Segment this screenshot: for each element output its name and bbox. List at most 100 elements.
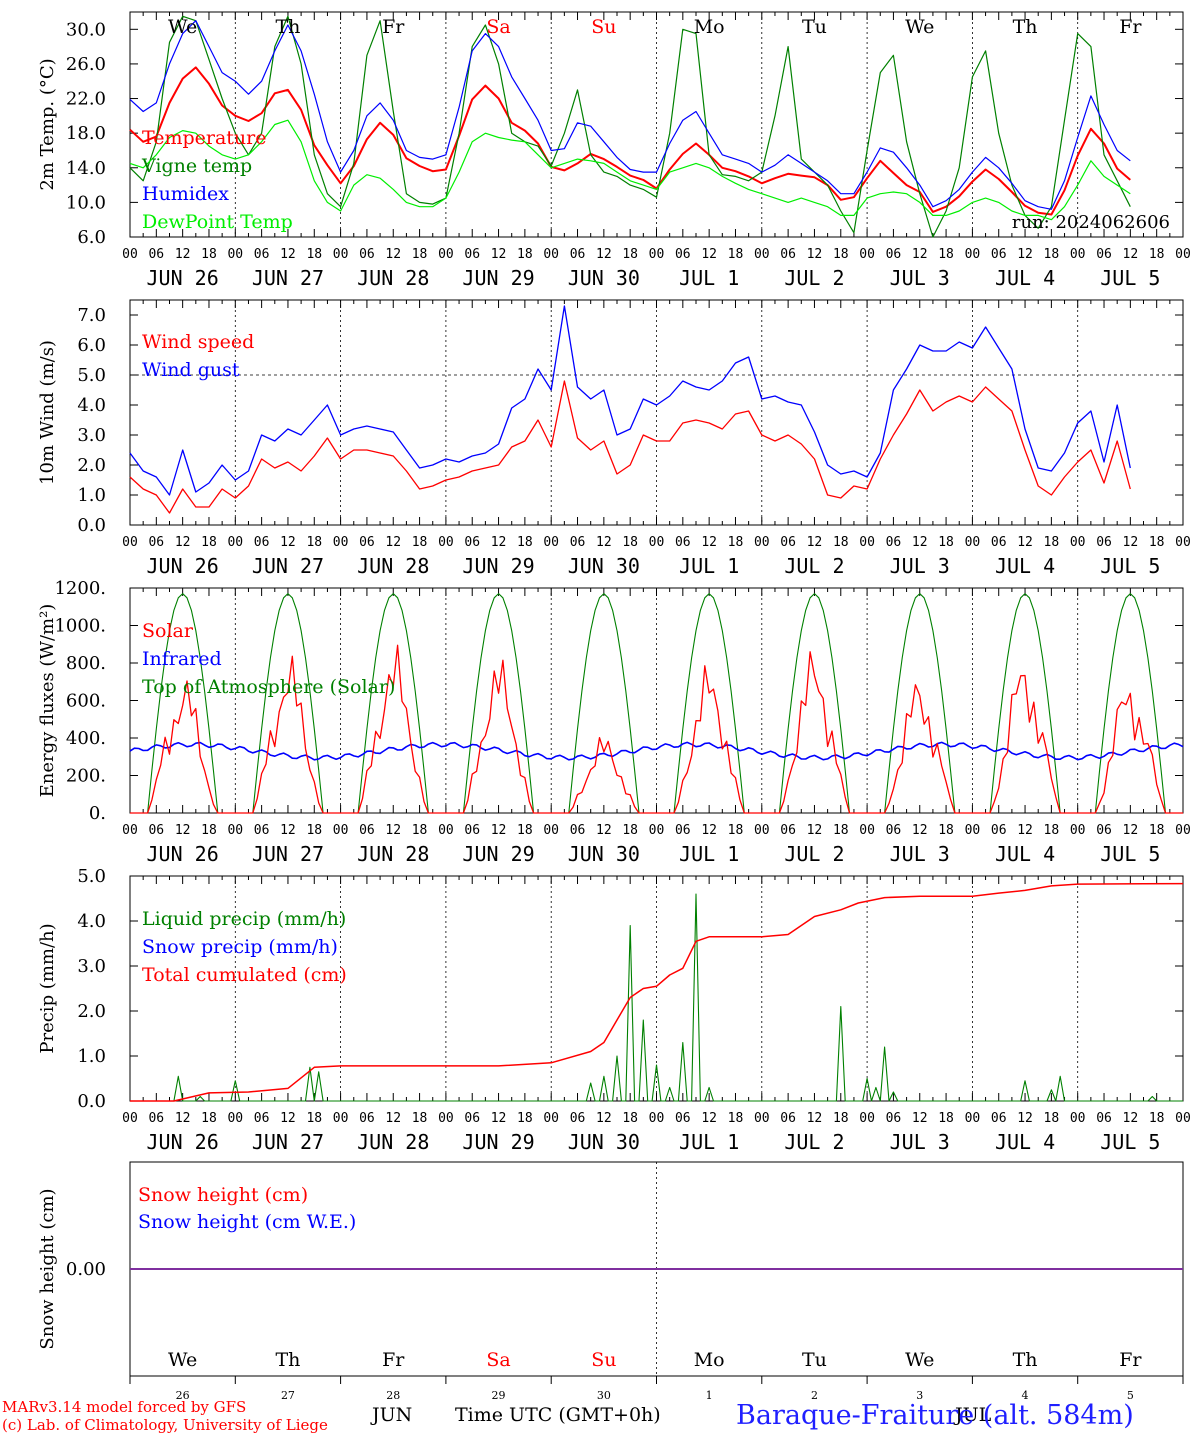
- y-tick-label: 800.: [66, 653, 106, 674]
- hour-tick-label: 18: [1149, 1111, 1165, 1126]
- date-label: JUL 2: [784, 554, 844, 578]
- y-tick-label: 22.0: [66, 89, 106, 110]
- y-axis-title: 10m Wind (m/s): [37, 340, 58, 485]
- y-tick-label: 0.0: [77, 1091, 106, 1112]
- hour-tick-label: 06: [570, 1111, 586, 1126]
- hour-tick-label: 12: [280, 823, 296, 838]
- hour-tick-label: 00: [122, 1111, 138, 1126]
- hour-tick-label: 12: [175, 247, 191, 262]
- date-label: JUL 4: [995, 266, 1055, 290]
- hour-tick-label: 06: [675, 535, 691, 550]
- weekday-label: We: [168, 16, 197, 38]
- hour-tick-label: 12: [280, 535, 296, 550]
- model-credit: MARv3.14 model forced by GFS (c) Lab. of…: [2, 1398, 328, 1434]
- hour-tick-label: 12: [701, 535, 717, 550]
- date-label: JUL 4: [995, 1130, 1055, 1154]
- hour-tick-label: 18: [1149, 823, 1165, 838]
- hour-tick-label: 06: [464, 823, 480, 838]
- date-label: JUL 1: [679, 842, 739, 866]
- hour-tick-label: 06: [254, 1111, 270, 1126]
- hour-tick-label: 12: [385, 823, 401, 838]
- hour-tick-label: 06: [780, 535, 796, 550]
- hour-tick-label: 18: [1044, 535, 1060, 550]
- hour-tick-label: 06: [1096, 535, 1112, 550]
- hour-tick-label: 00: [1070, 535, 1086, 550]
- weekday-label: Fr: [1119, 1349, 1142, 1371]
- hour-tick-label: 06: [886, 823, 902, 838]
- hour-tick-label: 00: [438, 823, 454, 838]
- weekday-label: Sa: [486, 1349, 510, 1371]
- hour-tick-label: 18: [833, 247, 849, 262]
- hour-tick-label: 00: [859, 247, 875, 262]
- date-label: JUL 2: [784, 1130, 844, 1154]
- y-tick-label: 4.0: [77, 911, 106, 932]
- weekday-label: We: [905, 1349, 934, 1371]
- y-tick-label: 0.: [89, 803, 106, 824]
- y-tick-label: 600.: [66, 691, 106, 712]
- hour-tick-label: 06: [148, 535, 164, 550]
- hour-tick-label: 18: [306, 1111, 322, 1126]
- hour-tick-label: 06: [1096, 247, 1112, 262]
- credit-line: (c) Lab. of Climatology, University of L…: [2, 1416, 328, 1434]
- hour-tick-label: 12: [807, 823, 823, 838]
- legend-entry: Wind gust: [142, 359, 240, 381]
- y-tick-label: 1.0: [77, 485, 106, 506]
- hour-tick-label: 18: [622, 535, 638, 550]
- hour-tick-label: 06: [780, 823, 796, 838]
- hour-tick-label: 00: [649, 535, 665, 550]
- y-axis-title: Precip (mm/h): [37, 923, 58, 1053]
- hour-tick-label: 06: [148, 823, 164, 838]
- hour-tick-label: 12: [385, 247, 401, 262]
- hour-tick-label: 12: [807, 247, 823, 262]
- day-number-label: 29: [492, 1389, 506, 1402]
- hour-tick-label: 00: [227, 1111, 243, 1126]
- hour-tick-label: 00: [859, 823, 875, 838]
- hour-tick-label: 00: [1070, 247, 1086, 262]
- month-label-jun: JUN: [372, 1404, 413, 1426]
- date-label: JUN 30: [568, 554, 640, 578]
- hour-tick-label: 18: [938, 1111, 954, 1126]
- y-tick-label: 26.0: [66, 54, 106, 75]
- date-label: JUL 2: [784, 842, 844, 866]
- y-tick-label: 5.0: [77, 365, 106, 386]
- hour-tick-label: 06: [780, 1111, 796, 1126]
- date-label: JUN 27: [252, 554, 324, 578]
- hour-tick-label: 12: [807, 535, 823, 550]
- hour-tick-label: 18: [517, 823, 533, 838]
- weekday-label: Th: [1013, 16, 1038, 38]
- date-label: JUN 30: [568, 1130, 640, 1154]
- hour-tick-label: 00: [1175, 1111, 1191, 1126]
- date-label: JUN 28: [357, 266, 429, 290]
- hour-tick-label: 06: [254, 247, 270, 262]
- hour-tick-label: 18: [728, 535, 744, 550]
- date-label: JUN 26: [147, 1130, 219, 1154]
- hour-tick-label: 00: [333, 247, 349, 262]
- y-tick-label: 18.0: [66, 123, 106, 144]
- hour-tick-label: 12: [491, 535, 507, 550]
- hour-tick-label: 00: [333, 1111, 349, 1126]
- day-number-label: 2: [811, 1389, 818, 1402]
- date-label: JUN 26: [147, 842, 219, 866]
- day-number-label: 3: [916, 1389, 923, 1402]
- hour-tick-label: 18: [938, 535, 954, 550]
- hour-tick-label: 00: [543, 1111, 559, 1126]
- hour-tick-label: 12: [1017, 535, 1033, 550]
- y-tick-label: 3.0: [77, 425, 106, 446]
- legend-entry: Wind speed: [142, 331, 254, 353]
- hour-tick-label: 00: [227, 823, 243, 838]
- y-tick-label: 14.0: [66, 158, 106, 179]
- y-tick-label: 7.0: [77, 305, 106, 326]
- hour-tick-label: 12: [701, 1111, 717, 1126]
- date-label: JUN 29: [462, 554, 534, 578]
- hour-tick-label: 18: [728, 247, 744, 262]
- day-number-label: 26: [176, 1389, 190, 1402]
- day-number-label: 27: [281, 1389, 295, 1402]
- y-tick-label: 5.0: [77, 866, 106, 887]
- y-tick-label: 6.0: [77, 227, 106, 248]
- hour-tick-label: 00: [543, 247, 559, 262]
- hour-tick-label: 12: [701, 247, 717, 262]
- hour-tick-label: 12: [912, 535, 928, 550]
- hour-tick-label: 12: [1123, 823, 1139, 838]
- weekday-label: Su: [591, 16, 616, 38]
- hour-tick-label: 00: [649, 1111, 665, 1126]
